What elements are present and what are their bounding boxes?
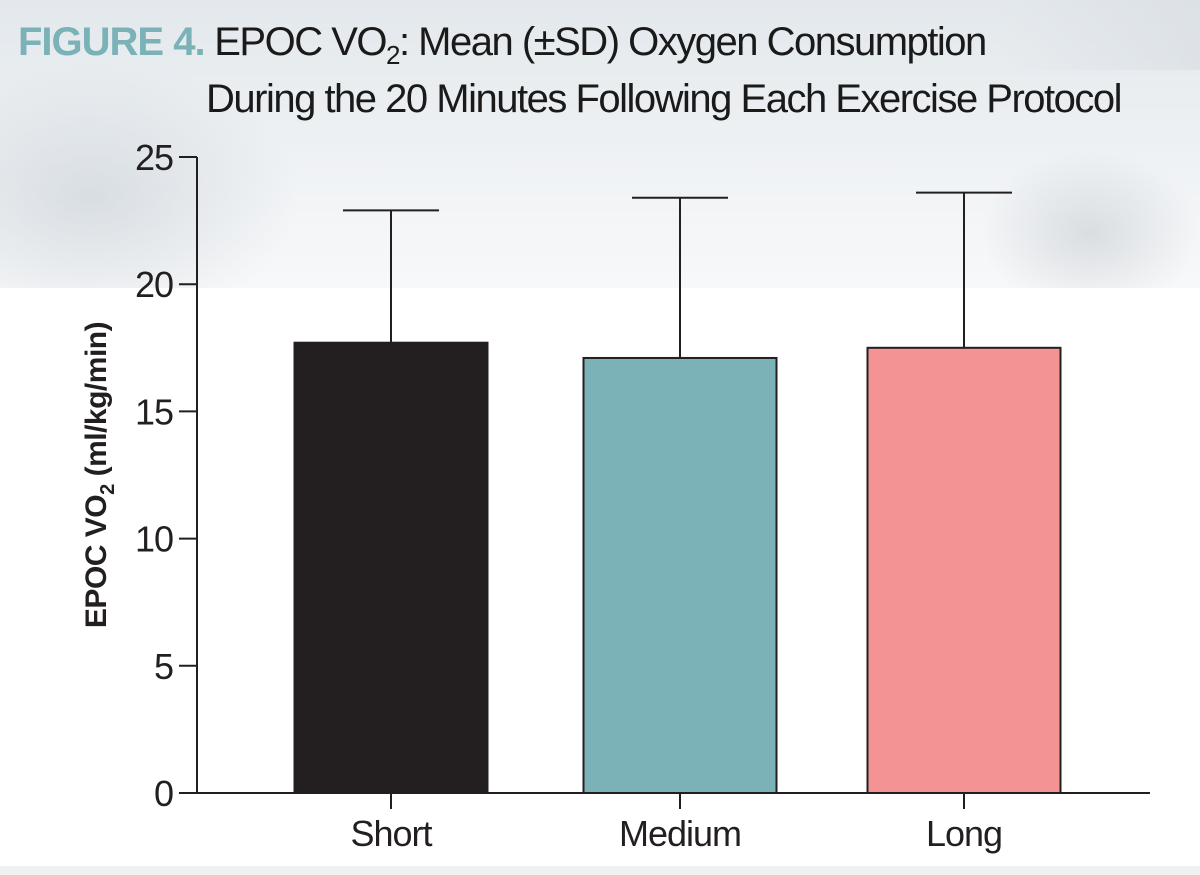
background-photo-haze [0, 60, 300, 288]
y-tick-label: 15 [135, 391, 173, 432]
bar-short [293, 341, 489, 794]
y-tick-label: 0 [154, 773, 173, 814]
y-tick-label: 25 [135, 137, 173, 178]
bottom-rule [0, 866, 1200, 875]
x-tick-label: Long [926, 813, 1002, 854]
title-line2: During the 20 Minutes Following Each Exe… [206, 77, 1123, 121]
x-tick-label: Short [350, 813, 432, 854]
background-photo-haze [980, 150, 1200, 288]
y-tick-label: 10 [135, 519, 173, 560]
bar-long [866, 346, 1062, 794]
x-tick-label: Medium [619, 813, 741, 854]
y-tick-label: 20 [135, 264, 173, 305]
title-line1-sub: 2 [385, 40, 400, 70]
title-line1-post: : Mean (±SD) Oxygen Consumption [398, 20, 987, 64]
bar-medium [582, 356, 778, 794]
figure-label: FIGURE 4. [18, 20, 206, 64]
background-photo-haze [1000, 0, 1200, 70]
y-axis-label: EPOC VO2 (ml/kg/min) [80, 322, 119, 628]
header-background [0, 0, 1200, 288]
figure-title: FIGURE 4. EPOC VO2: Mean (±SD) Oxygen Co… [18, 20, 1188, 121]
y-tick-label: 5 [154, 646, 173, 687]
title-line1-pre: EPOC VO [214, 20, 387, 64]
